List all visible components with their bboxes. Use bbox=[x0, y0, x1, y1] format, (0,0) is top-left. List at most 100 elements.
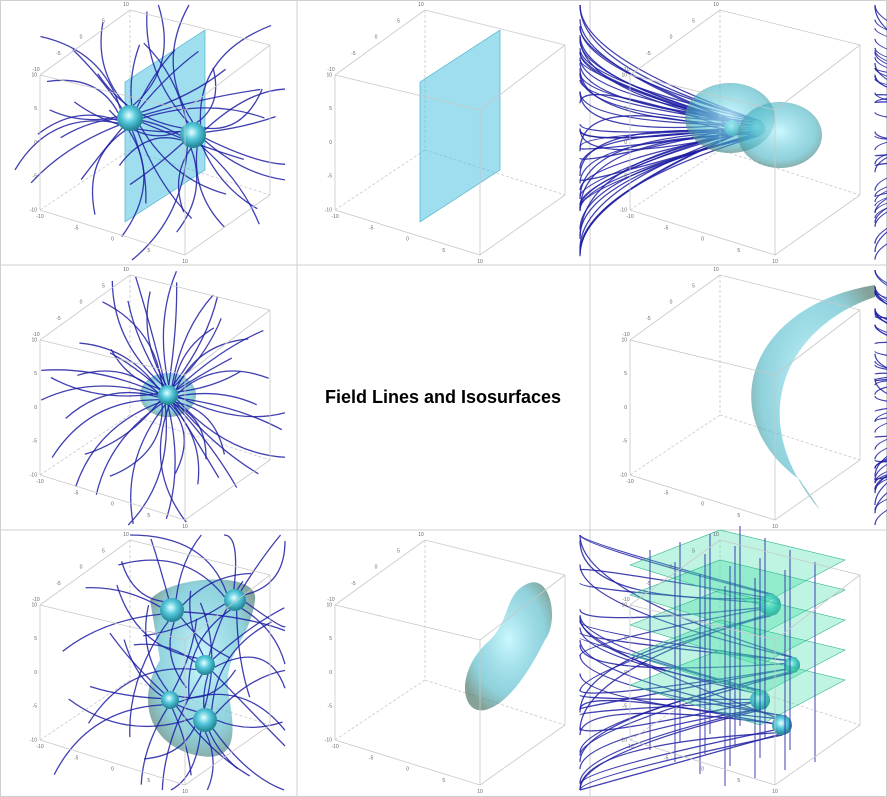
field-line bbox=[138, 50, 199, 110]
box-edge bbox=[184, 724, 271, 786]
slab bbox=[629, 589, 846, 666]
box-edge bbox=[39, 679, 131, 741]
slab bbox=[629, 529, 846, 606]
field-line bbox=[874, 92, 887, 101]
tick-label: -10 bbox=[30, 207, 37, 213]
tick-label: -10 bbox=[36, 479, 43, 485]
slab bbox=[629, 559, 846, 636]
tick-label: 5 bbox=[34, 106, 37, 112]
field-line bbox=[874, 52, 887, 65]
field-line bbox=[874, 28, 887, 38]
field-line bbox=[165, 404, 176, 519]
field-line bbox=[118, 559, 225, 598]
tick-label: 5 bbox=[442, 248, 445, 254]
box-edge bbox=[629, 9, 721, 76]
box-edge bbox=[629, 339, 776, 376]
field-line bbox=[874, 324, 887, 336]
field-line bbox=[874, 310, 887, 320]
slab bbox=[629, 649, 846, 726]
field-line bbox=[874, 292, 887, 305]
field-line bbox=[130, 44, 141, 106]
field-line bbox=[874, 98, 887, 104]
field-line bbox=[874, 62, 887, 81]
field-line bbox=[173, 402, 238, 488]
field-line bbox=[214, 669, 286, 715]
field-line bbox=[579, 615, 766, 693]
field-line bbox=[180, 617, 230, 659]
field-line bbox=[177, 392, 257, 406]
field-line bbox=[235, 610, 251, 698]
tick-label: -5 bbox=[74, 755, 79, 761]
tick-label: -5 bbox=[328, 174, 333, 180]
box-edge bbox=[719, 679, 861, 726]
field-line bbox=[874, 291, 887, 299]
field-line bbox=[579, 614, 766, 731]
field-line bbox=[874, 290, 887, 303]
box-edge bbox=[629, 739, 776, 786]
box-edge bbox=[424, 679, 566, 726]
field-line bbox=[579, 582, 760, 604]
field-line bbox=[51, 399, 160, 458]
box-edge bbox=[334, 679, 426, 741]
tick-label: 10 bbox=[713, 2, 719, 8]
field-line bbox=[874, 509, 887, 526]
field-line bbox=[874, 227, 887, 244]
field-line bbox=[874, 341, 887, 345]
tick-label: 10 bbox=[182, 789, 188, 795]
field-line bbox=[579, 666, 800, 694]
field-line bbox=[874, 380, 887, 386]
tick-label: -5 bbox=[646, 581, 651, 587]
field-line bbox=[874, 459, 887, 469]
tick-label: -5 bbox=[664, 225, 669, 231]
charge bbox=[193, 708, 217, 732]
field-line bbox=[874, 407, 887, 413]
tick-label: -5 bbox=[623, 704, 628, 710]
field-line bbox=[579, 673, 791, 721]
field-line bbox=[178, 669, 237, 699]
field-line bbox=[874, 324, 887, 333]
field-line bbox=[874, 186, 887, 197]
field-line bbox=[874, 482, 887, 505]
field-line bbox=[579, 644, 785, 669]
box-edge bbox=[39, 414, 131, 476]
field-line bbox=[874, 190, 887, 203]
box-edge bbox=[774, 44, 861, 111]
field-line bbox=[40, 385, 159, 401]
panels: 1050-5-10-10-10-5-5005510101050-5-10-10-… bbox=[14, 2, 887, 795]
field-line bbox=[205, 137, 286, 165]
slab bbox=[629, 619, 846, 696]
tick-label: 5 bbox=[329, 106, 332, 112]
field-line bbox=[205, 116, 276, 133]
isosurface bbox=[738, 102, 822, 168]
tick-label: -10 bbox=[331, 214, 338, 220]
field-line bbox=[874, 313, 887, 324]
field-line bbox=[216, 719, 283, 729]
box-edge bbox=[39, 74, 186, 111]
tick-label: -10 bbox=[327, 67, 334, 73]
box-edge bbox=[629, 149, 721, 211]
box-edge bbox=[629, 539, 721, 606]
field-line bbox=[169, 621, 187, 689]
charge bbox=[784, 657, 800, 673]
box-edge bbox=[774, 724, 861, 786]
field-line bbox=[874, 19, 887, 31]
tick-label: 0 bbox=[701, 767, 704, 773]
tick-label: 10 bbox=[31, 72, 37, 78]
field-line bbox=[40, 35, 122, 110]
field-line bbox=[874, 286, 887, 306]
tick-label: -10 bbox=[36, 744, 43, 750]
box-edge bbox=[334, 9, 426, 76]
field-line bbox=[172, 618, 198, 692]
tick-label: -10 bbox=[32, 67, 39, 73]
tick-label: 0 bbox=[375, 565, 378, 571]
field-line bbox=[874, 197, 887, 213]
field-line bbox=[874, 57, 887, 69]
field-line bbox=[874, 177, 887, 191]
tick-label: -10 bbox=[32, 332, 39, 338]
box-edge bbox=[479, 574, 566, 641]
tick-label: -10 bbox=[30, 472, 37, 478]
field-line bbox=[170, 404, 200, 485]
box-edge bbox=[39, 209, 186, 256]
